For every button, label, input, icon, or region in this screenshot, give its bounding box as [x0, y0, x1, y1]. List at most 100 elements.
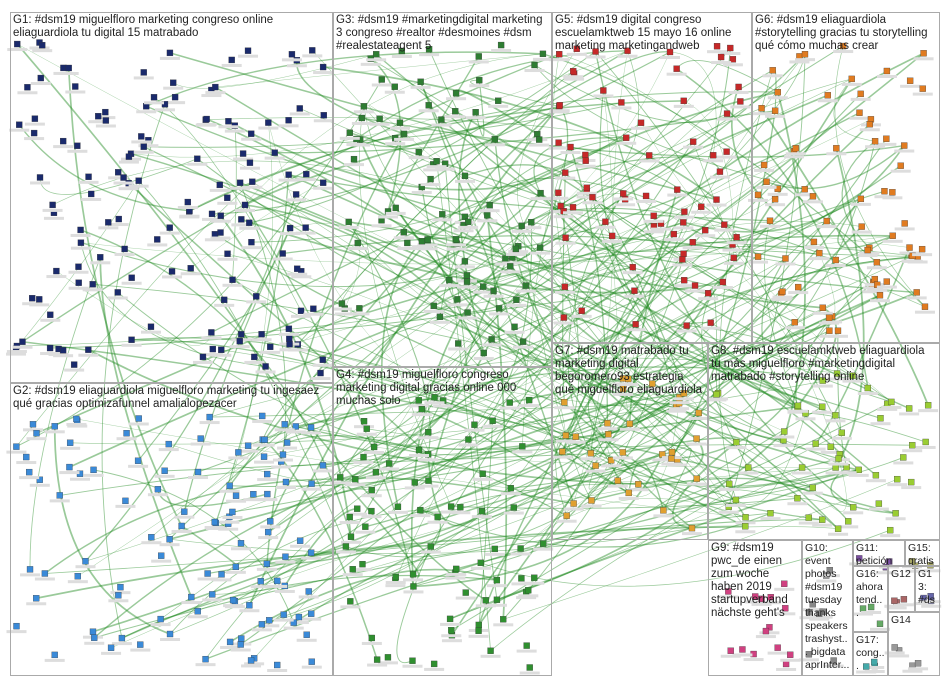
node: [271, 149, 278, 156]
node: [88, 190, 95, 198]
node: [274, 661, 281, 669]
node-label: [187, 162, 208, 166]
node-label: [889, 654, 910, 658]
node-label: [767, 96, 788, 100]
edge: [232, 330, 830, 513]
node-label: [60, 446, 81, 450]
node-label: [454, 179, 475, 183]
node: [924, 402, 932, 409]
node: [204, 570, 211, 577]
node: [782, 605, 789, 612]
node-label: [760, 517, 781, 521]
node: [362, 523, 369, 530]
node: [134, 457, 142, 464]
edge: [567, 193, 624, 454]
edge: [764, 220, 799, 406]
node-label: [224, 129, 245, 133]
node-label: [202, 598, 223, 602]
edge: [16, 43, 267, 367]
node: [258, 621, 266, 628]
node-label: [417, 243, 438, 247]
edge: [387, 56, 480, 212]
node: [178, 522, 185, 530]
node: [927, 593, 934, 600]
edge: [491, 86, 739, 340]
node: [668, 448, 676, 456]
edge: [359, 117, 452, 507]
node-label: [869, 299, 890, 303]
node-label: [233, 157, 254, 161]
node-label: [369, 122, 390, 126]
node: [166, 224, 173, 231]
edge: [795, 316, 833, 407]
node: [801, 186, 808, 193]
node: [454, 296, 461, 303]
edge: [478, 78, 853, 626]
edge: [207, 545, 431, 575]
node-label: [465, 116, 486, 120]
node: [632, 321, 639, 328]
node: [588, 497, 595, 504]
node: [65, 64, 72, 72]
node-label: [257, 498, 278, 502]
edge: [761, 258, 798, 408]
node-label: [108, 176, 129, 180]
node: [918, 245, 926, 253]
node-label: [147, 493, 168, 497]
node-label: [703, 159, 724, 163]
node: [528, 219, 535, 226]
edge: [520, 498, 746, 549]
edge: [486, 215, 508, 620]
node-label: [472, 477, 493, 481]
node: [475, 53, 482, 60]
node-label: [875, 571, 896, 575]
node-label: [709, 175, 730, 179]
node-label: [279, 348, 300, 352]
node: [539, 50, 547, 58]
node: [342, 543, 350, 550]
node-label: [241, 137, 262, 141]
node-label: [901, 486, 922, 490]
node-label: [197, 577, 218, 581]
node: [33, 430, 40, 437]
group-box: G16: ahora tend...: [853, 566, 888, 632]
node: [850, 504, 857, 511]
node: [115, 169, 122, 176]
node-label: [34, 577, 55, 581]
node: [500, 616, 507, 623]
node: [135, 415, 142, 422]
node-label: [403, 590, 424, 594]
edge: [261, 252, 820, 625]
node-label: [549, 58, 570, 62]
node-label: [809, 617, 830, 621]
node: [354, 505, 361, 512]
node-label: [278, 178, 299, 182]
node: [236, 179, 244, 186]
node-label: [876, 75, 897, 79]
node-label: [863, 286, 884, 290]
node: [523, 642, 530, 649]
node: [525, 396, 533, 404]
node-label: [789, 60, 810, 64]
node-label: [177, 206, 198, 210]
node: [689, 138, 697, 145]
node: [446, 615, 454, 623]
node-label: [225, 570, 246, 574]
edge: [50, 290, 635, 349]
node-label: [828, 462, 849, 466]
node-label: [68, 270, 89, 274]
edge: [673, 148, 796, 235]
node: [236, 337, 243, 345]
node-label: [902, 259, 923, 263]
node-label: [201, 336, 222, 340]
node: [833, 370, 841, 377]
edge: [264, 439, 378, 660]
node: [729, 56, 737, 63]
node: [85, 173, 92, 180]
node-label: [190, 442, 211, 446]
edge: [229, 122, 273, 486]
node-label: [548, 146, 569, 150]
node-label: [618, 496, 639, 500]
node: [908, 558, 916, 565]
node-label: [560, 151, 581, 155]
